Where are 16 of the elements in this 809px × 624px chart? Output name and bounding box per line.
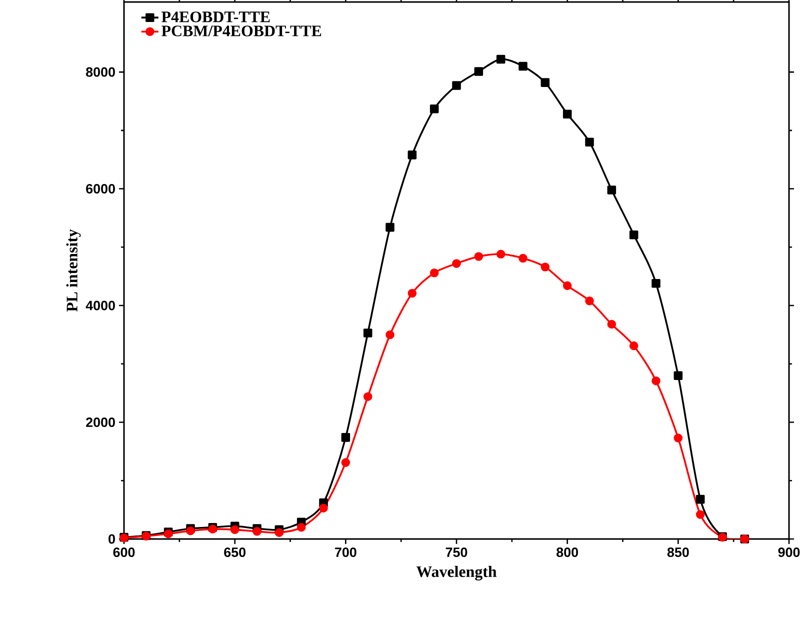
- x-axis-title: Wavelength: [416, 566, 497, 580]
- x-tick-label: 700: [335, 548, 356, 558]
- legend-label: P4EOBDT-TTE: [162, 12, 270, 22]
- y-tick-label: 8000: [86, 67, 115, 77]
- x-tick-label: 850: [667, 548, 689, 558]
- x-tick-label: 650: [224, 548, 246, 558]
- y-tick-label: 2000: [86, 418, 115, 428]
- y-tick-label: 4000: [86, 300, 115, 310]
- y-axis-title: PL intensity: [66, 229, 81, 312]
- x-tick-label: 900: [778, 548, 800, 558]
- x-tick-label: 600: [113, 548, 135, 558]
- y-tick-label: 0: [108, 534, 115, 544]
- y-tick-label: 6000: [86, 184, 115, 194]
- x-tick-label: 750: [446, 548, 468, 558]
- legend-label: PCBM/P4EOBDT-TTE: [162, 26, 322, 36]
- x-tick-label: 800: [556, 548, 578, 558]
